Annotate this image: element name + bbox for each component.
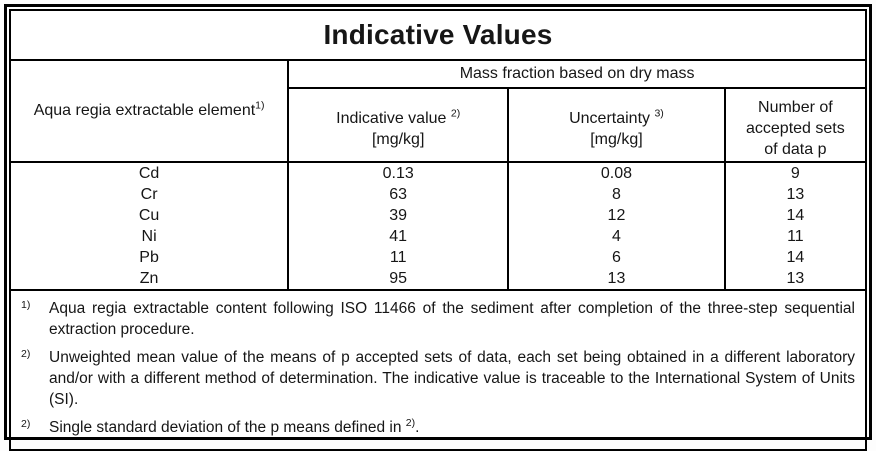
- indicative-value-cell: 39: [288, 205, 508, 226]
- footnotes-row: 1) Aqua regia extractable content follow…: [10, 290, 866, 450]
- group-header-row: Aqua regia extractable element1) Mass fr…: [10, 60, 866, 88]
- row-header-cell: Aqua regia extractable element1): [10, 60, 288, 162]
- element-cell: Zn: [10, 268, 288, 290]
- table-title: Indicative Values: [10, 10, 866, 60]
- row-header-footnote-ref: 1): [255, 100, 264, 112]
- element-cell: Cd: [10, 162, 288, 184]
- indicative-value-cell: 63: [288, 184, 508, 205]
- element-cell: Cr: [10, 184, 288, 205]
- footnote-marker: 2): [17, 417, 49, 431]
- title-row: Indicative Values: [10, 10, 866, 60]
- indicative-value-cell: 11: [288, 247, 508, 268]
- footnote-2: 2) Unweighted mean value of the means of…: [17, 347, 857, 410]
- accepted-sets-cell: 14: [725, 247, 866, 268]
- uncertainty-cell: 4: [508, 226, 725, 247]
- indicative-values-table: Indicative Values Aqua regia extractable…: [9, 9, 867, 451]
- table-row-cu: Cu 39 12 14: [10, 205, 866, 226]
- col-header-indicative-value-label: Indicative value 2): [289, 108, 507, 129]
- outer-frame: Indicative Values Aqua regia extractable…: [4, 4, 872, 440]
- accepted-sets-cell: 9: [725, 162, 866, 184]
- accepted-sets-cell: 11: [725, 226, 866, 247]
- element-cell: Ni: [10, 226, 288, 247]
- element-cell: Cu: [10, 205, 288, 226]
- uncertainty-cell: 0.08: [508, 162, 725, 184]
- indicative-value-cell: 0.13: [288, 162, 508, 184]
- table-row-ni: Ni 41 4 11: [10, 226, 866, 247]
- footnote-inline-ref: 2): [406, 417, 415, 429]
- col-header-uncertainty-unit: [mg/kg]: [509, 129, 724, 150]
- footnote-text: Single standard deviation of the p means…: [49, 417, 857, 438]
- footnote-text: Aqua regia extractable content following…: [49, 298, 857, 340]
- mass-fraction-header: Mass fraction based on dry mass: [288, 60, 866, 88]
- element-cell: Pb: [10, 247, 288, 268]
- uncertainty-cell: 12: [508, 205, 725, 226]
- indicative-value-footnote-ref: 2): [451, 107, 460, 119]
- indicative-value-cell: 41: [288, 226, 508, 247]
- footnote-marker: 2): [17, 347, 49, 361]
- table-row-pb: Pb 11 6 14: [10, 247, 866, 268]
- footnote-3: 2) Single standard deviation of the p me…: [17, 417, 857, 438]
- table-row-zn: Zn 95 13 13: [10, 268, 866, 290]
- uncertainty-cell: 13: [508, 268, 725, 290]
- uncertainty-footnote-ref: 3): [654, 107, 663, 119]
- table-row-cr: Cr 63 8 13: [10, 184, 866, 205]
- footnote-marker: 1): [17, 298, 49, 312]
- footnote-text: Unweighted mean value of the means of p …: [49, 347, 857, 410]
- accepted-sets-cell: 14: [725, 205, 866, 226]
- accepted-sets-cell: 13: [725, 268, 866, 290]
- table-row-cd: Cd 0.13 0.08 9: [10, 162, 866, 184]
- footnote-1: 1) Aqua regia extractable content follow…: [17, 298, 857, 340]
- col-header-indicative-value-unit: [mg/kg]: [289, 129, 507, 150]
- accepted-sets-cell: 13: [725, 184, 866, 205]
- col-header-accepted-sets: Number of accepted sets of data p: [725, 88, 866, 162]
- col-header-indicative-value: Indicative value 2) [mg/kg]: [288, 88, 508, 162]
- row-header-text: Aqua regia extractable element: [34, 102, 255, 119]
- indicative-value-cell: 95: [288, 268, 508, 290]
- uncertainty-cell: 6: [508, 247, 725, 268]
- footnotes-section: 1) Aqua regia extractable content follow…: [10, 290, 866, 450]
- uncertainty-cell: 8: [508, 184, 725, 205]
- col-header-uncertainty-label: Uncertainty 3): [509, 108, 724, 129]
- col-header-uncertainty: Uncertainty 3) [mg/kg]: [508, 88, 725, 162]
